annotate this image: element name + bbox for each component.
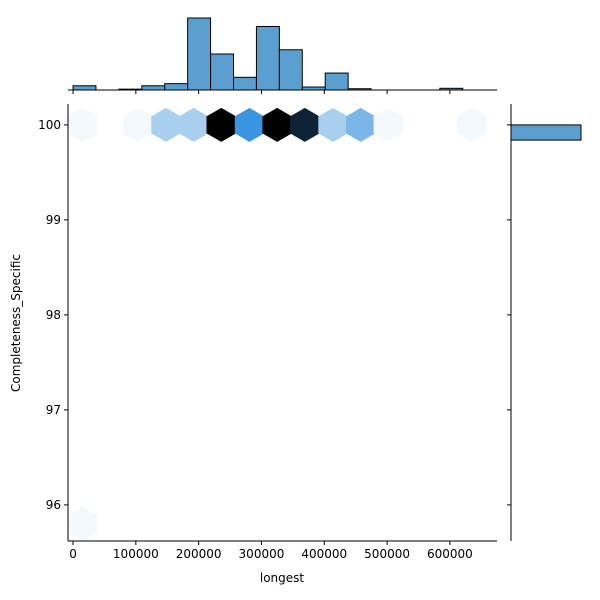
top-hist-bar-11 (324, 72, 349, 91)
x-tick-label-0: 0 (69, 547, 77, 561)
y-axis-label: Completeness_Specific (9, 254, 23, 392)
hexbin-10 (373, 107, 404, 142)
x-tick-label-6: 600000 (427, 547, 473, 561)
right-hist-bar-0 (510, 124, 582, 141)
top-hist-bar-3 (141, 85, 166, 91)
top-hist-bar-5 (187, 17, 212, 91)
hexbin-1 (123, 107, 154, 142)
x-axis-label: longest (260, 571, 305, 585)
hexbin-2 (151, 107, 181, 142)
x-tick-label-2: 200000 (176, 547, 222, 561)
top-hist-bar-9 (278, 49, 303, 91)
hexbin-0 (67, 107, 98, 142)
hexbin-8 (318, 107, 348, 142)
hexbin-12 (67, 506, 98, 541)
top-hist-bar-6 (210, 53, 235, 91)
x-tick-label-4: 400000 (301, 547, 347, 561)
hexbin-layer (67, 107, 487, 541)
top-hist-bar-4 (164, 83, 189, 91)
y-tick-label-3: 99 (46, 213, 61, 227)
x-tick-label-3: 300000 (239, 547, 285, 561)
y-tick-label-1: 97 (46, 403, 61, 417)
hexbin-6 (262, 107, 292, 142)
y-tick-label-2: 98 (46, 308, 61, 322)
hexbin-7 (290, 107, 320, 142)
main-axes: 0 100000 200000 300000 400000 500000 600000 96 9… (38, 104, 497, 561)
y-tick-label-0: 96 (46, 498, 61, 512)
hexbin-11 (457, 107, 487, 142)
x-tick-label-5: 500000 (364, 547, 410, 561)
top-marginal-histogram (68, 17, 497, 94)
right-marginal-histogram (507, 104, 582, 541)
top-hist-bar-8 (255, 25, 280, 91)
hexbin-5 (234, 107, 265, 142)
x-tick-label-1: 100000 (113, 547, 159, 561)
y-tick-label-4: 100 (38, 118, 61, 132)
hexbin-9 (346, 107, 376, 142)
hexbin-4 (206, 107, 236, 142)
hexbin-3 (178, 107, 209, 142)
top-hist-bar-0 (72, 85, 97, 91)
top-hist-bar-7 (233, 76, 257, 91)
